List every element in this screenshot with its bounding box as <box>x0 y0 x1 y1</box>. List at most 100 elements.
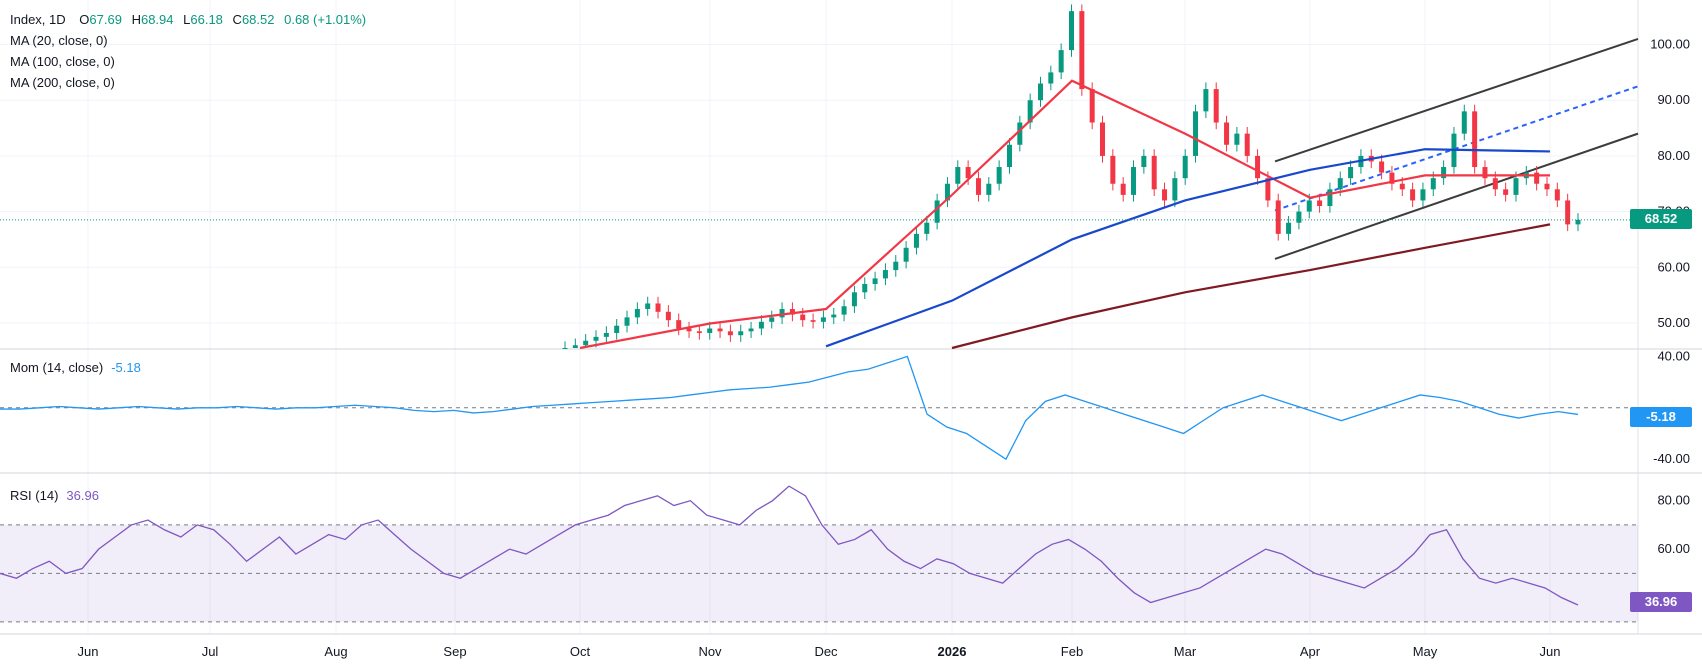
candle-body <box>717 328 723 332</box>
candle-body <box>1565 200 1571 225</box>
x-tick-label: Jul <box>202 644 219 659</box>
channel-top <box>1274 38 1639 163</box>
candle-body <box>614 325 620 333</box>
parallel-channel <box>1274 38 1639 260</box>
x-tick-label: May <box>1413 644 1438 659</box>
candle-body <box>583 340 589 346</box>
candle-body <box>1275 200 1281 234</box>
candle-body <box>934 200 940 223</box>
candle-body <box>593 336 599 341</box>
rsi-title-row[interactable]: RSI (14) 36.96 <box>10 488 99 503</box>
x-tick-label: Jun <box>1540 644 1561 659</box>
candle-body <box>645 303 651 310</box>
candle-body <box>810 320 816 322</box>
candle-body <box>1120 183 1126 195</box>
price-tick-label: 80.00 <box>1657 148 1690 163</box>
candle-body <box>676 320 682 329</box>
candle-body <box>1544 183 1550 190</box>
candle-body <box>1534 172 1540 184</box>
candle-body <box>1193 111 1199 156</box>
low-label: L <box>183 12 191 27</box>
candle-body <box>779 309 785 318</box>
ma20-legend[interactable]: MA (20, close, 0) <box>10 33 108 48</box>
x-tick-label: Aug <box>324 644 347 659</box>
candle-body <box>727 331 733 336</box>
candle-body <box>1430 178 1436 190</box>
candle-body <box>1554 189 1560 201</box>
candle-body <box>1162 189 1168 201</box>
candle-body <box>1234 133 1240 145</box>
candle-body <box>1100 122 1106 156</box>
candle-body <box>903 247 909 262</box>
candle-body <box>1058 50 1064 73</box>
candle-body <box>1141 155 1147 168</box>
x-tick-label: Apr <box>1300 644 1321 659</box>
mom-title-row[interactable]: Mom (14, close) -5.18 <box>10 360 141 375</box>
axes: Jun Jul Aug Sep Oct Nov Dec 2026 Feb Mar Apr May Jun… <box>78 37 1690 659</box>
rsi-tick-label: 60.00 <box>1657 541 1690 556</box>
price-tick-label: 90.00 <box>1657 92 1690 107</box>
x-tick-label: Sep <box>443 644 466 659</box>
candle-body <box>738 331 744 336</box>
candle-body <box>1037 83 1043 101</box>
candle-body <box>924 222 930 234</box>
close-label: C <box>232 12 242 27</box>
candle-body <box>955 167 961 184</box>
candle-body <box>851 292 857 307</box>
candle-body <box>1110 155 1116 184</box>
mom-line <box>0 355 1579 461</box>
open-label: O <box>79 12 90 27</box>
x-tick-label: Mar <box>1174 644 1197 659</box>
low-value: 66.18 <box>190 12 223 27</box>
candle-body <box>1244 133 1250 156</box>
candle-body <box>1389 172 1395 184</box>
candle-body <box>696 331 702 333</box>
candle-body <box>1410 189 1416 201</box>
candle-body <box>996 167 1002 184</box>
candle-body <box>1306 200 1312 212</box>
rsi-value: 36.96 <box>66 488 99 503</box>
channel-bottom <box>1274 132 1639 260</box>
candle-body <box>1379 161 1385 173</box>
x-tick-label: 2026 <box>938 644 967 659</box>
candle-body <box>862 283 868 293</box>
x-tick-label: Feb <box>1061 644 1083 659</box>
candle-body <box>831 314 837 318</box>
candle-body <box>665 311 671 321</box>
symbol-label: Index, 1D <box>10 12 66 27</box>
mom-tick-label: 40.00 <box>1657 348 1690 363</box>
candle-body <box>800 314 806 321</box>
candle-body <box>1420 189 1426 201</box>
high-value: 68.94 <box>140 12 174 27</box>
candle-body <box>1048 72 1054 84</box>
candle-body <box>820 317 826 322</box>
candle-body <box>872 278 878 284</box>
candle-body <box>1482 167 1488 179</box>
candle-body <box>1327 189 1333 207</box>
candle-body <box>1131 167 1137 195</box>
rsi-line <box>0 485 1579 606</box>
candle-body <box>1492 178 1498 190</box>
close-value: 68.52 <box>241 12 275 27</box>
candle-body <box>1286 222 1292 234</box>
momentum-pane <box>0 355 1638 461</box>
candle-body <box>634 309 640 318</box>
rsi-last-tag: 36.96 <box>1630 592 1692 612</box>
candle-body <box>1017 122 1023 145</box>
candle-body <box>975 178 981 195</box>
candle-body <box>789 309 795 315</box>
ma-line <box>951 223 1551 350</box>
candle-body <box>965 167 971 179</box>
candle-body <box>986 183 992 195</box>
candle-body <box>1089 89 1095 123</box>
grid-lines <box>0 0 1702 635</box>
ma100-legend[interactable]: MA (100, close, 0) <box>10 54 115 69</box>
price-tick-label: 100.00 <box>1650 37 1690 52</box>
candle-body <box>1224 122 1230 145</box>
candle-body <box>1441 167 1447 179</box>
ma200-legend[interactable]: MA (200, close, 0) <box>10 75 115 90</box>
open-value: 67.69 <box>89 12 122 27</box>
candle-body <box>748 328 754 332</box>
candle-body <box>1461 111 1467 134</box>
